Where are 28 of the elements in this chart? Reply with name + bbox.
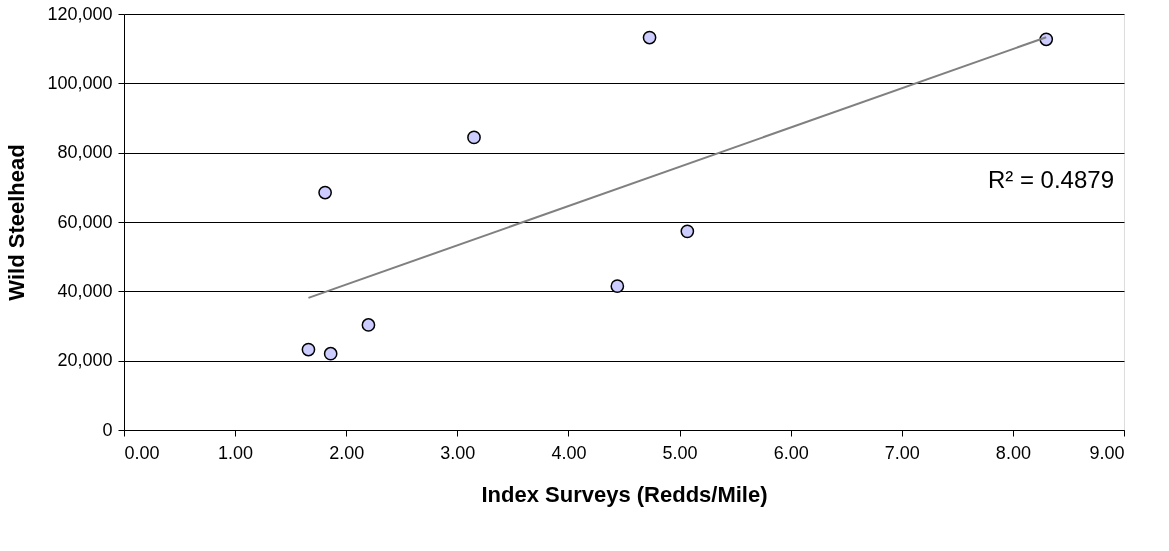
point xyxy=(301,342,316,357)
point xyxy=(610,279,625,293)
y-tick-label: 20,000 xyxy=(57,350,113,371)
y-tick-label: 0 xyxy=(102,419,113,440)
x-tick-label: 1.00 xyxy=(218,442,254,463)
point xyxy=(680,224,695,239)
y-tick-label: 40,000 xyxy=(57,280,113,301)
x-tick-label: 4.00 xyxy=(551,442,587,463)
x-tick-label: 3.00 xyxy=(440,442,476,463)
x-axis-title: Index Surveys (Redds/Mile) xyxy=(481,481,768,507)
y-axis-title: Wild Steelhead xyxy=(4,144,30,301)
y-tick-label: 100,000 xyxy=(47,72,113,93)
x-tick-label: 5.00 xyxy=(662,442,698,463)
x-tick-label: 0.00 xyxy=(124,442,160,463)
x-tick-label: 2.00 xyxy=(329,442,365,463)
point xyxy=(361,318,376,332)
point xyxy=(467,130,481,145)
point xyxy=(323,346,338,361)
x-tick-label: 8.00 xyxy=(995,442,1031,463)
point xyxy=(642,30,657,45)
y-tick-label: 80,000 xyxy=(57,142,113,163)
x-tick-label: 6.00 xyxy=(773,442,809,463)
x-tick-label: 9.00 xyxy=(1089,442,1125,463)
annotation: R² = 0.4879 xyxy=(987,166,1114,193)
y-tick-label: 60,000 xyxy=(57,211,113,232)
point xyxy=(318,185,332,200)
x-tick-label: 7.00 xyxy=(884,442,920,463)
y-tick-label: 120,000 xyxy=(47,3,113,24)
